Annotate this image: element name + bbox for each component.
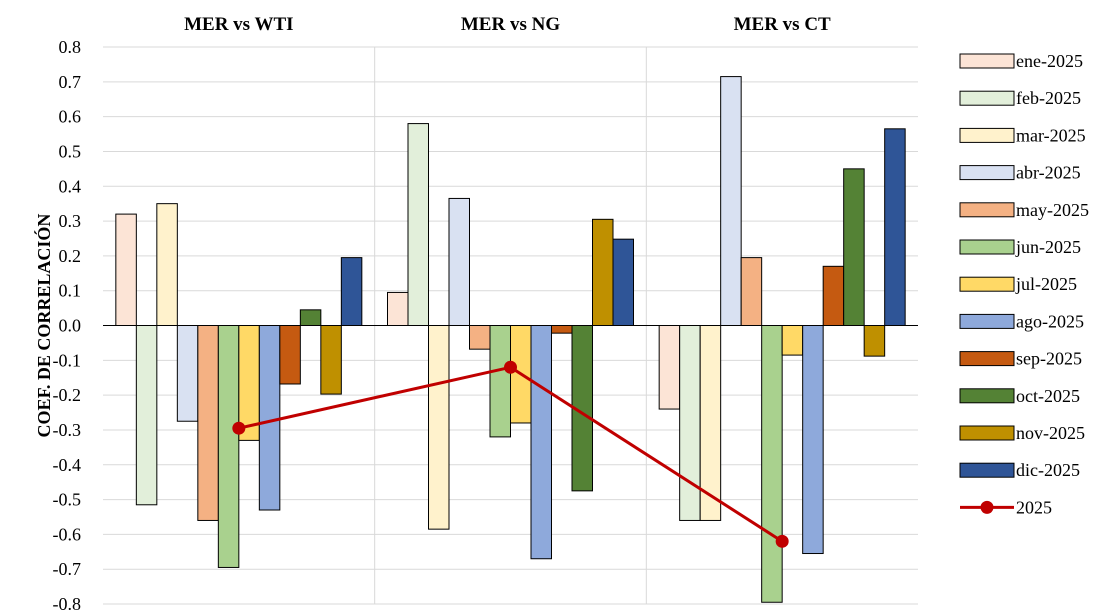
bar: [448, 197, 470, 326]
y-tick-label: 0.8: [59, 37, 82, 57]
legend-swatch: [959, 239, 1015, 255]
bar: [407, 123, 429, 327]
bar: [551, 325, 573, 334]
legend-swatch: [959, 351, 1015, 367]
legend-swatch: [959, 90, 1015, 106]
y-tick-label: -0.5: [53, 490, 82, 510]
legend-swatch: [959, 388, 1015, 404]
y-tick-label: -0.1: [53, 350, 82, 370]
line-point: [232, 421, 246, 435]
y-axis-label: COEF. DE CORRELACIÓN: [33, 214, 54, 438]
y-tick-label: -0.4: [53, 455, 82, 475]
line-point: [775, 534, 789, 548]
bar: [530, 325, 552, 560]
bar: [135, 325, 158, 506]
legend-swatch: [959, 425, 1015, 441]
legend-label: abr-2025: [1016, 163, 1081, 183]
legend-swatch: [959, 165, 1015, 181]
bar: [781, 325, 804, 356]
bar: [387, 291, 409, 327]
bar: [612, 238, 634, 326]
y-tick-label: 0.5: [59, 141, 82, 161]
category-titles: MER vs WTI MER vs NG MER vs CT: [184, 14, 831, 35]
bar: [802, 325, 824, 555]
bar: [156, 203, 178, 326]
y-axis: 0.8 0.7 0.6 0.5 0.4 0.3 0.2 0.1 0.0 -0.1 -0.2 -0.3 -…: [53, 37, 82, 614]
bar: [197, 325, 219, 521]
bars: [103, 76, 918, 603]
y-tick-label: -0.6: [53, 524, 82, 544]
y-tick-label: -0.3: [53, 420, 82, 440]
bar: [320, 325, 342, 395]
legend-label: nov-2025: [1016, 423, 1085, 443]
bar: [863, 325, 886, 357]
bar: [258, 325, 281, 511]
y-tick-label: 0.7: [59, 72, 82, 92]
bar: [428, 325, 450, 530]
y-tick-label: 0.3: [59, 211, 82, 231]
bar: [720, 76, 742, 326]
bar: [740, 257, 763, 327]
bar: [469, 325, 491, 350]
y-tick-label: -0.2: [53, 385, 82, 405]
legend-label: mar-2025: [1016, 125, 1086, 145]
legend-label: jun-2025: [1015, 237, 1081, 257]
bar: [489, 325, 511, 438]
legend-line-marker: [980, 500, 994, 514]
legend-swatch: [959, 313, 1015, 329]
y-tick-label: 0.6: [59, 107, 82, 127]
legend: ene-2025 feb-2025 mar-2025 abr-2025 may-2025…: [959, 51, 1089, 517]
legend-label: jul-2025: [1015, 274, 1077, 294]
y-tick-label: -0.8: [53, 594, 82, 614]
legend-label: sep-2025: [1016, 349, 1082, 369]
bar: [822, 265, 845, 327]
y-tick-label: 0.2: [59, 246, 82, 266]
legend-swatch: [959, 276, 1015, 292]
bar: [884, 128, 906, 326]
bar: [658, 325, 681, 410]
bar: [115, 213, 137, 327]
legend-label: feb-2025: [1016, 88, 1081, 108]
category-title: MER vs WTI: [184, 14, 293, 35]
legend-label: oct-2025: [1016, 386, 1080, 406]
bar: [340, 257, 363, 327]
category-title: MER vs NG: [461, 14, 560, 35]
y-tick-label: -0.7: [53, 559, 82, 579]
bar: [279, 325, 301, 385]
line-series-2025: [232, 360, 789, 548]
category-title: MER vs CT: [734, 14, 831, 35]
bar: [592, 218, 614, 326]
legend-label: ago-2025: [1016, 311, 1084, 331]
bar: [843, 168, 865, 326]
bar: [761, 325, 783, 603]
legend-label: 2025: [1016, 497, 1052, 517]
y-tick-label: 0.4: [59, 176, 82, 196]
y-tick-label: 0.1: [59, 281, 82, 301]
legend-swatch: [959, 127, 1015, 143]
line-point: [504, 360, 517, 374]
legend-swatch: [959, 53, 1015, 69]
legend-label: ene-2025: [1016, 51, 1083, 71]
bar: [217, 325, 240, 568]
bar: [299, 309, 322, 327]
legend-swatch: [959, 462, 1015, 478]
bar: [176, 325, 199, 422]
y-tick-label: 0.0: [59, 316, 82, 336]
legend-swatch: [959, 202, 1015, 218]
legend-label: dic-2025: [1016, 460, 1080, 480]
bar: [679, 325, 701, 521]
legend-label: may-2025: [1016, 200, 1089, 220]
